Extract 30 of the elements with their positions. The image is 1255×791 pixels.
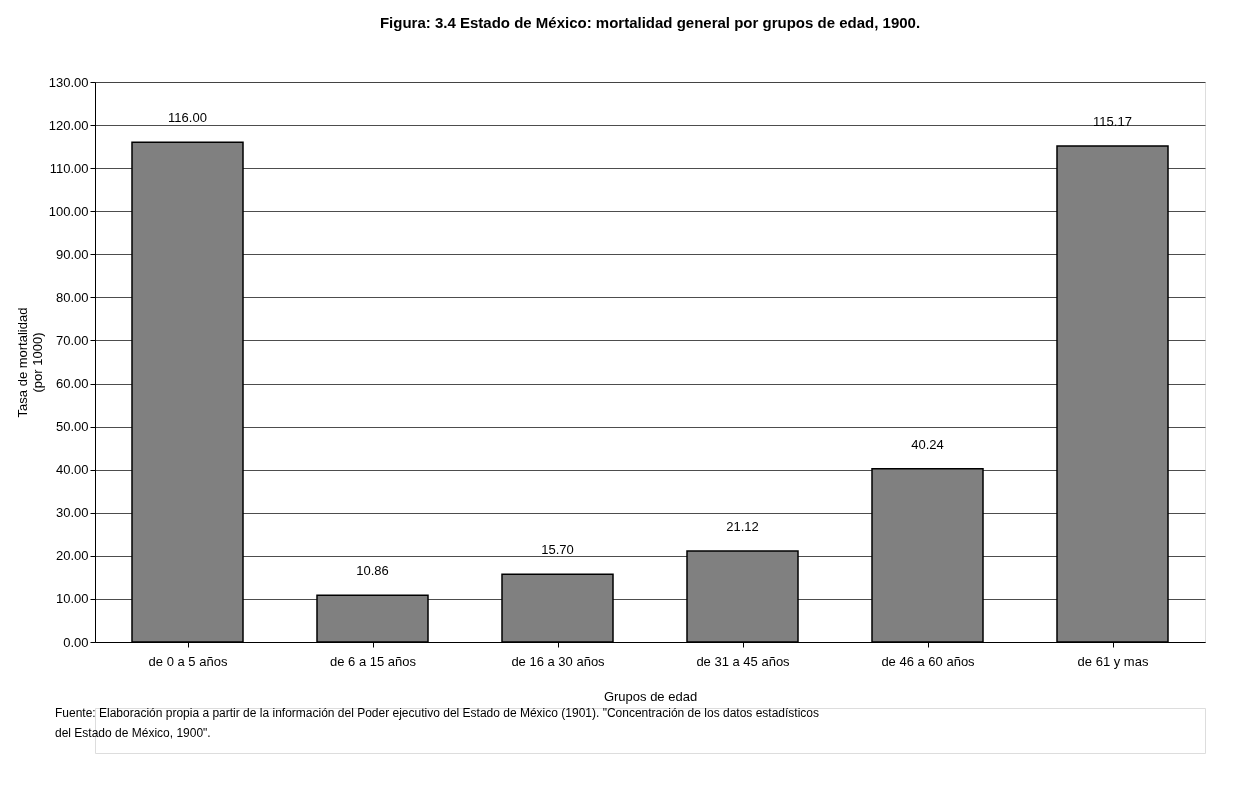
- y-tick-label: 10.00: [55, 591, 89, 607]
- y-tick-label: 70.00: [55, 332, 89, 348]
- y-tick-label: 80.00: [55, 289, 89, 305]
- y-tick-label: 60.00: [55, 376, 89, 392]
- chart-title: Figura: 3.4 Estado de México: mortalidad general por grupos de edad, 1900.: [379, 14, 921, 31]
- x-axis-title: Grupos de edad: [603, 688, 698, 704]
- x-tick-label: de 31 a 45 años: [696, 653, 791, 669]
- x-tick-label: de 46 a 60 años: [881, 653, 976, 669]
- y-tick-label: 40.00: [55, 462, 89, 478]
- y-tick-label: 0.00: [63, 634, 89, 650]
- y-tick-label: 90.00: [55, 246, 89, 262]
- x-tick-label: de 6 a 15 años: [329, 653, 417, 669]
- y-tick-label: 110.00: [49, 160, 89, 176]
- x-tick-label: de 0 a 5 años: [148, 653, 228, 669]
- y-axis-title: Tasa de mortalidad (por 1000): [14, 307, 45, 418]
- data-label: 15.70: [541, 542, 574, 558]
- x-tick-label: de 16 a 30 años: [511, 653, 606, 669]
- data-label: 115.17: [1093, 113, 1132, 129]
- x-tick-label: de 61 y mas: [1077, 653, 1149, 669]
- y-tick-label: 100.00: [48, 203, 89, 219]
- y-tick-label: 50.00: [55, 419, 89, 435]
- data-label: 21.12: [726, 519, 759, 535]
- y-tick-label: 30.00: [55, 505, 89, 521]
- data-label: 116.00: [168, 110, 207, 126]
- data-label: 10.86: [356, 563, 389, 579]
- source-note: Fuente: Elaboración propia a partir de la información del Poder ejecutivo del Estado de México (1901). "Concentración de los datos estadísticos del Estado de México, 1900".: [55, 706, 820, 740]
- y-tick-label: 120.00: [48, 117, 89, 133]
- data-label: 40.24: [911, 436, 944, 452]
- y-tick-label: 130.00: [48, 74, 89, 90]
- y-tick-label: 20.00: [55, 548, 89, 564]
